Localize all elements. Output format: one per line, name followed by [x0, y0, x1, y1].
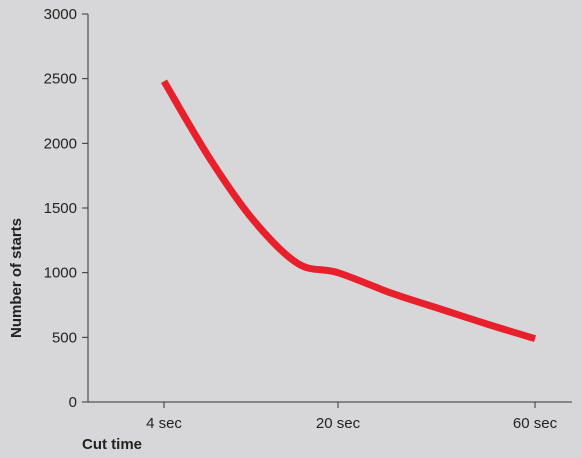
y-tick-label: 1500 — [44, 200, 77, 217]
series-layer — [160, 79, 537, 342]
x-tick-label: 20 sec — [316, 415, 361, 432]
y-tick-label: 3000 — [44, 6, 77, 23]
series-line — [160, 79, 537, 342]
y-tick-label: 2000 — [44, 135, 77, 152]
y-tick-label: 0 — [69, 394, 77, 411]
x-axis-title: Cut time — [82, 436, 142, 453]
y-axis-title: Number of starts — [8, 218, 25, 338]
y-tick-label: 2500 — [44, 71, 77, 88]
y-axis: 0 500 1000 1500 2000 2500 3000 — [44, 6, 89, 411]
y-tick-label: 500 — [52, 329, 77, 346]
x-tick-label: 4 sec — [146, 415, 182, 432]
x-tick-label: 60 sec — [513, 415, 558, 432]
y-tick-label: 1000 — [44, 265, 77, 282]
x-axis: 4 sec 20 sec 60 sec — [88, 401, 572, 432]
